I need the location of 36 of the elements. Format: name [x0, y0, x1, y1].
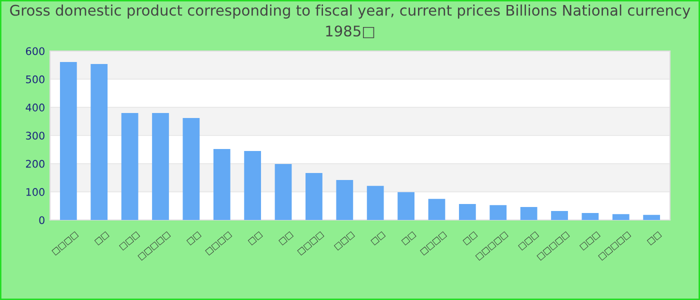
x-tick-label: □□ [462, 231, 478, 246]
bar [551, 210, 568, 220]
bar [213, 149, 230, 220]
x-tick-label: □□ [94, 231, 110, 246]
bar [490, 205, 507, 220]
y-tick-label: 100 [26, 188, 44, 196]
x-tick-label: □□ [278, 231, 294, 246]
bar [458, 204, 476, 220]
y-tick-label: 500 [26, 75, 44, 84]
y-tick-label: 300 [26, 132, 44, 140]
bar [643, 214, 660, 220]
x-tick-label: □□ [186, 231, 202, 246]
y-tick-label: 200 [26, 160, 44, 168]
x-tick-label: □□ [248, 231, 263, 246]
bar [306, 172, 322, 220]
bar [612, 214, 630, 220]
bar [582, 212, 599, 220]
y-tick-label: 0 [39, 216, 44, 224]
bar [121, 112, 138, 220]
bar [428, 198, 446, 220]
bar [274, 164, 292, 220]
bar [244, 150, 262, 220]
bar [520, 207, 538, 220]
x-tick-label: □□ [646, 231, 662, 246]
x-tick-label: □□ [401, 231, 416, 246]
chart-title: Gross domestic product corresponding to fiscal year, current prices Billions National currency 1985□ [10, 4, 690, 38]
bar [90, 64, 108, 220]
bar [366, 186, 384, 220]
bar [60, 62, 77, 220]
bar [398, 192, 414, 220]
bar [182, 118, 200, 220]
bar [152, 112, 169, 220]
bar [336, 180, 354, 220]
y-tick-label: 400 [26, 104, 44, 112]
y-tick-label: 600 [26, 47, 44, 56]
x-tick-label: □□ [370, 231, 386, 246]
